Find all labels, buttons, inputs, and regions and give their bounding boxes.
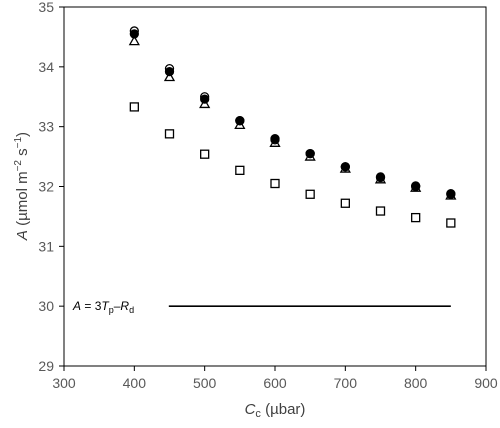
data-point-open-triangle — [269, 136, 281, 147]
data-point-open-triangle — [374, 173, 387, 184]
data-point-open-triangle — [234, 119, 246, 130]
y-tick-label: 35 — [38, 0, 54, 15]
data-point-open-square — [164, 129, 175, 139]
data-point-open-square — [375, 206, 386, 216]
data-point-open-square — [340, 198, 350, 208]
data-point-open-triangle — [339, 162, 351, 173]
data-point-open-square — [446, 218, 456, 228]
x-tick-label: 400 — [123, 375, 147, 391]
y-axis-ticks: 29 30 31 32 33 34 35 — [38, 0, 64, 374]
y-axis-title: A (µmol m−2 s−1) — [13, 132, 31, 241]
x-tick-label: 600 — [263, 375, 287, 391]
data-point-open-square — [235, 165, 245, 175]
reference-line-label: A = 3Tp–Rd — [72, 299, 134, 315]
data-point-open-square — [200, 149, 210, 159]
data-point-open-square — [129, 102, 139, 112]
series-open-circle — [129, 26, 456, 199]
data-point-open-square — [411, 212, 421, 223]
data-point-open-triangle — [128, 35, 140, 46]
x-tick-label: 800 — [404, 375, 428, 391]
series-filled-circle — [129, 29, 456, 199]
series-open-triangle — [128, 35, 457, 200]
x-tick-label: 500 — [193, 375, 217, 391]
x-tick-label: 900 — [474, 375, 498, 391]
y-tick-label: 29 — [38, 358, 54, 374]
y-tick-label: 31 — [38, 238, 54, 254]
data-point-open-triangle — [199, 98, 211, 109]
y-tick-label: 33 — [38, 119, 54, 135]
x-axis-title: Cc (µbar) — [245, 401, 306, 420]
data-point-open-triangle — [304, 150, 316, 161]
x-tick-label: 700 — [334, 375, 358, 391]
data-point-open-square — [270, 178, 280, 189]
y-tick-label: 34 — [38, 59, 54, 75]
data-point-open-triangle — [410, 181, 422, 192]
series-open-square — [129, 102, 456, 228]
reference-line-group: A = 3Tp–Rd — [72, 299, 451, 315]
data-point-open-square — [305, 189, 315, 199]
x-tick-label: 300 — [52, 375, 76, 391]
y-tick-label: 30 — [38, 298, 54, 314]
y-tick-label: 32 — [38, 179, 54, 195]
data-point-open-triangle — [163, 71, 176, 82]
x-axis-ticks: 300 400 500 600 700 800 900 — [52, 366, 498, 391]
data-points — [128, 26, 457, 228]
data-point-open-triangle — [445, 189, 457, 200]
